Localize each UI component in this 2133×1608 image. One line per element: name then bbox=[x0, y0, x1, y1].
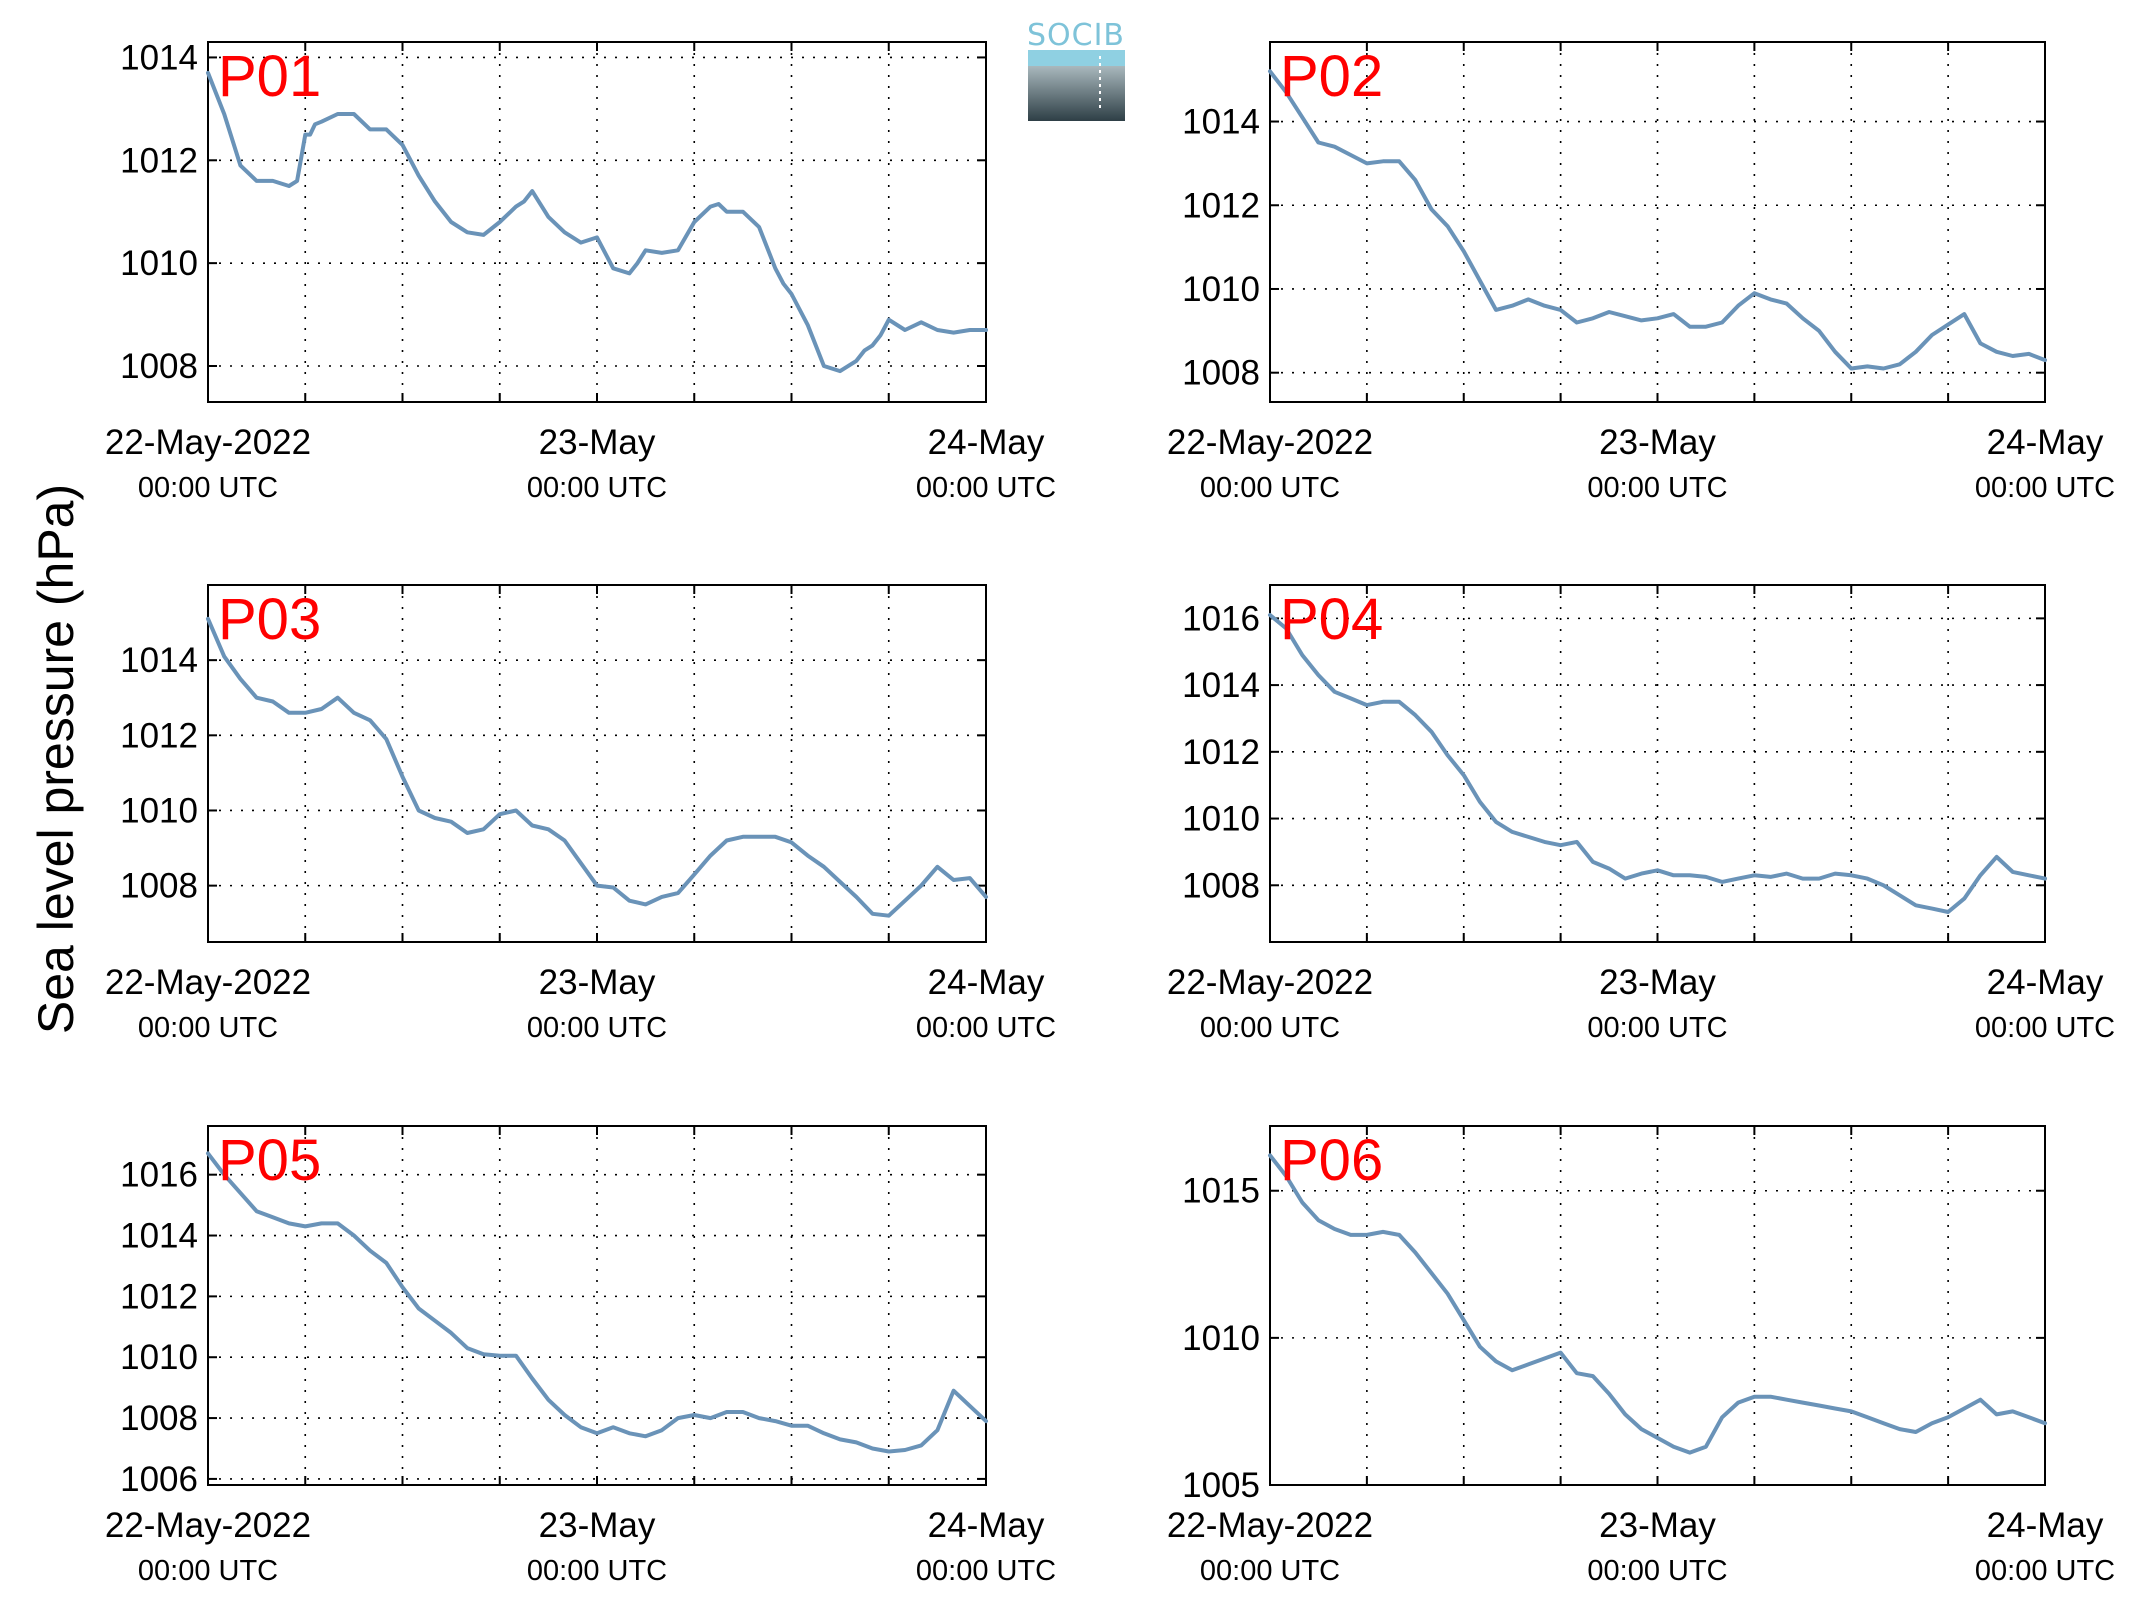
panel-label: P03 bbox=[218, 587, 321, 652]
x-tick-label-date: 22-May-2022 bbox=[105, 963, 311, 1002]
logo-block bbox=[1028, 66, 1125, 121]
x-tick-label-time: 00:00 UTC bbox=[916, 1555, 1056, 1587]
series-line-p03 bbox=[206, 616, 988, 918]
y-axis-label: Sea level pressure (hPa) bbox=[28, 484, 84, 1034]
series-line-p04 bbox=[1268, 613, 2047, 914]
x-tick-label-time: 00:00 UTC bbox=[1975, 472, 2115, 504]
x-tick-label-time: 00:00 UTC bbox=[1587, 1555, 1727, 1587]
y-tick-label: 1015 bbox=[1182, 1172, 1260, 1211]
x-tick-label-time: 00:00 UTC bbox=[1587, 472, 1727, 504]
y-tick-label: 1008 bbox=[120, 347, 198, 386]
x-tick-label-date: 22-May-2022 bbox=[1167, 1506, 1373, 1545]
panel-p01: 1008 1010 1012 1014 22-May-2022 00:00 UTC 23-M… bbox=[105, 38, 1056, 504]
x-tick-label-time: 00:00 UTC bbox=[138, 1555, 278, 1587]
y-tick-label: 1008 bbox=[120, 867, 198, 906]
y-tick-label: 1014 bbox=[120, 641, 198, 680]
axes-frame bbox=[207, 584, 987, 943]
x-tick-label-date: 22-May-2022 bbox=[1167, 963, 1373, 1002]
socib-logo: SOCIB bbox=[1027, 18, 1125, 121]
y-tick-label: 1012 bbox=[120, 1277, 198, 1316]
y-tick-label: 1014 bbox=[1182, 103, 1260, 142]
x-tick-label-date: 24-May bbox=[928, 423, 1045, 462]
y-tick-label: 1016 bbox=[120, 1156, 198, 1195]
x-tick-label-time: 00:00 UTC bbox=[138, 1012, 278, 1044]
x-tick-label-time: 00:00 UTC bbox=[1200, 1555, 1340, 1587]
y-tick-label: 1012 bbox=[1182, 186, 1260, 225]
axes-frame bbox=[1269, 584, 2046, 943]
x-tick-label-date: 22-May-2022 bbox=[105, 423, 311, 462]
panel-label: P05 bbox=[218, 1128, 321, 1193]
x-tick-label-time: 00:00 UTC bbox=[1587, 1012, 1727, 1044]
series-line-p05 bbox=[206, 1151, 988, 1454]
axes-frame bbox=[207, 1125, 987, 1486]
y-tick-label: 1008 bbox=[120, 1399, 198, 1438]
logo-water-band bbox=[1028, 50, 1125, 66]
x-tick-label-time: 00:00 UTC bbox=[1200, 1012, 1340, 1044]
y-tick-label: 1014 bbox=[120, 1217, 198, 1256]
y-tick-label: 1008 bbox=[1182, 866, 1260, 905]
x-tick-label-time: 00:00 UTC bbox=[527, 1012, 667, 1044]
x-tick-label-date: 22-May-2022 bbox=[105, 1506, 311, 1545]
panel-p02: 1008 1010 1012 1014 22-May-2022 00:00 UTC 23-M… bbox=[1167, 41, 2115, 504]
x-tick-label-date: 23-May bbox=[1599, 423, 1716, 462]
y-tick-label: 1010 bbox=[1182, 800, 1260, 839]
y-tick-label: 1010 bbox=[120, 1338, 198, 1377]
series-line-p01 bbox=[206, 70, 988, 374]
panel-label: P01 bbox=[218, 44, 321, 109]
x-tick-label-date: 24-May bbox=[928, 963, 1045, 1002]
x-tick-label-time: 00:00 UTC bbox=[138, 472, 278, 504]
panels: 1008 1010 1012 1014 22-May-2022 00:00 UTC 23-M… bbox=[105, 38, 2115, 1587]
y-tick-label: 1014 bbox=[1182, 666, 1260, 705]
x-tick-label-date: 24-May bbox=[928, 1506, 1045, 1545]
y-tick-label: 1008 bbox=[1182, 354, 1260, 393]
x-tick-label-date: 24-May bbox=[1987, 963, 2104, 1002]
x-tick-label-time: 00:00 UTC bbox=[527, 1555, 667, 1587]
x-tick-label-date: 23-May bbox=[539, 963, 656, 1002]
y-tick-label: 1010 bbox=[120, 791, 198, 830]
y-tick-label: 1010 bbox=[1182, 1319, 1260, 1358]
panel-p06: 1005 1010 1015 22-May-2022 00:00 UTC 23-May 00… bbox=[1167, 1125, 2115, 1587]
x-tick-label-date: 23-May bbox=[539, 1506, 656, 1545]
x-tick-label-date: 22-May-2022 bbox=[1167, 423, 1373, 462]
x-tick-label-date: 23-May bbox=[1599, 963, 1716, 1002]
panel-p04: 1008 1010 1012 1014 1016 22-May-2022 00:00 UTC… bbox=[1167, 584, 2115, 1044]
panel-p03: 1008 1010 1012 1014 22-May-2022 00:00 UTC 23-M… bbox=[105, 584, 1056, 1044]
y-tick-label: 1012 bbox=[120, 141, 198, 180]
panel-label: P06 bbox=[1280, 1128, 1383, 1193]
y-tick-label: 1010 bbox=[120, 244, 198, 283]
series-line-p06 bbox=[1268, 1153, 2047, 1455]
panel-p05: 1006 1008 1010 1012 1014 1016 22-May-2022 00:00… bbox=[105, 1125, 1056, 1587]
x-tick-label-date: 23-May bbox=[1599, 1506, 1716, 1545]
y-tick-label: 1012 bbox=[120, 716, 198, 755]
x-tick-label-time: 00:00 UTC bbox=[1975, 1555, 2115, 1587]
axes-frame bbox=[1269, 1125, 2046, 1486]
x-tick-label-date: 23-May bbox=[539, 423, 656, 462]
x-tick-label-date: 24-May bbox=[1987, 423, 2104, 462]
y-tick-label: 1016 bbox=[1182, 599, 1260, 638]
x-tick-label-time: 00:00 UTC bbox=[916, 1012, 1056, 1044]
y-tick-label: 1012 bbox=[1182, 733, 1260, 772]
axes-frame bbox=[1269, 41, 2046, 403]
series-line-p02 bbox=[1268, 69, 2047, 371]
logo-text: SOCIB bbox=[1027, 18, 1125, 53]
panel-label: P02 bbox=[1280, 44, 1383, 109]
x-tick-label-time: 00:00 UTC bbox=[527, 472, 667, 504]
y-tick-label: 1010 bbox=[1182, 270, 1260, 309]
x-tick-label-time: 00:00 UTC bbox=[1975, 1012, 2115, 1044]
x-tick-label-date: 24-May bbox=[1987, 1506, 2104, 1545]
y-tick-label: 1014 bbox=[120, 38, 198, 77]
x-tick-label-time: 00:00 UTC bbox=[1200, 472, 1340, 504]
y-tick-label: 1006 bbox=[120, 1460, 198, 1499]
x-tick-label-time: 00:00 UTC bbox=[916, 472, 1056, 504]
panel-label: P04 bbox=[1280, 587, 1383, 652]
y-tick-label: 1005 bbox=[1182, 1466, 1260, 1505]
